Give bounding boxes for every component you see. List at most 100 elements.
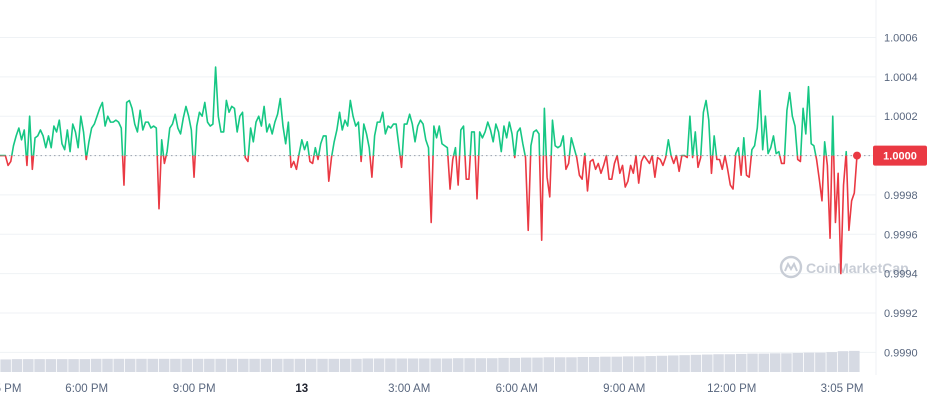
x-axis: 3:35 PM 6:00 PM 9:00 PM 13 3:00 AM 6:00 AM 9:0… [0, 383, 863, 395]
volume-bar [453, 358, 464, 372]
volume-bar [90, 358, 102, 372]
last-price-label-background [873, 145, 927, 166]
volume-bar [430, 358, 441, 372]
y-tick-label: 1.0002 [884, 111, 918, 123]
volume-bar [385, 358, 396, 372]
volume-bar [226, 358, 238, 372]
volume-bar [520, 357, 532, 372]
volume-bar [79, 359, 91, 372]
volume-bar [45, 359, 57, 372]
volume-bar [803, 352, 815, 372]
volume-bar [724, 354, 736, 372]
volume-bar [283, 358, 294, 372]
x-tick-label: 9:00 PM [173, 383, 216, 395]
volume-bar [56, 359, 68, 372]
volume-bar [645, 356, 656, 372]
volume-bar [23, 359, 34, 372]
x-tick-label: 13 [295, 383, 308, 395]
coinmarketcap-logo-icon [779, 255, 803, 279]
volume-bar [419, 358, 430, 372]
coinmarketcap-logo-wave [784, 261, 798, 272]
volume-bar [532, 357, 543, 372]
volume-bar [102, 358, 113, 372]
volume-bar [249, 358, 260, 372]
y-tick-label: 1.0006 [884, 33, 918, 45]
volume-bar [611, 356, 622, 372]
y-tick-label: 0.9990 [884, 347, 918, 359]
y-tick-label: 0.9998 [884, 190, 918, 202]
volume-bar [147, 358, 159, 372]
x-tick-label: 6:00 PM [65, 383, 108, 395]
volume-bar [815, 352, 826, 372]
watermark: CoinMarketCap [779, 255, 909, 279]
volume-bar [0, 359, 11, 372]
volume-bar [566, 357, 577, 372]
volume-bar [34, 359, 45, 372]
volume-bar [238, 358, 249, 372]
volume-bar [68, 359, 79, 372]
volume-bar [339, 358, 351, 372]
volume-bar [690, 354, 702, 372]
volume-bar [475, 358, 487, 372]
volume-bar [509, 357, 521, 372]
volume-bar [554, 357, 566, 372]
price-line-below-baseline [0, 155, 858, 275]
volume-bar [498, 357, 509, 372]
volume-bar [758, 353, 770, 372]
price-line-above-baseline [0, 66, 857, 156]
volume-bar [294, 358, 306, 372]
volume-bar [396, 358, 407, 372]
volume-bar [656, 355, 668, 372]
last-price-marker[interactable] [853, 151, 861, 160]
volume-bar [305, 358, 317, 372]
volume-bars [0, 350, 860, 372]
volume-bar [260, 358, 272, 372]
volume-bar [837, 351, 849, 372]
volume-bar [181, 358, 192, 372]
volume-bar [543, 357, 555, 372]
volume-bar [668, 355, 679, 372]
x-tick-label: 3:00 AM [388, 383, 430, 395]
last-price-label: 1.0000 [873, 145, 927, 166]
volume-bar [136, 358, 147, 372]
volume-bar [170, 358, 181, 372]
volume-bar [588, 356, 600, 372]
y-tick-label: 0.9996 [884, 229, 918, 241]
volume-bar [735, 353, 747, 372]
y-tick-label: 1.0004 [884, 72, 918, 84]
volume-bar [441, 358, 453, 372]
volume-bar [701, 354, 713, 372]
x-tick-label: 3:35 PM [0, 383, 21, 395]
y-tick-label: 0.9994 [884, 269, 918, 281]
volume-bar [679, 355, 690, 372]
x-tick-label: 12:00 PM [707, 383, 756, 395]
x-tick-label: 3:05 PM [821, 383, 864, 395]
volume-bar [11, 359, 23, 372]
volume-bar [124, 358, 136, 372]
volume-bar [362, 358, 374, 372]
volume-bar [622, 356, 634, 372]
x-tick-label: 6:00 AM [496, 383, 538, 395]
volume-bar [634, 356, 645, 372]
volume-bar [781, 353, 792, 372]
volume-bar [769, 353, 781, 372]
volume-bar [113, 358, 125, 372]
watermark-text: CoinMarketCap [806, 260, 909, 276]
volume-bar [407, 358, 419, 372]
grid-lines [0, 0, 877, 375]
volume-bar [713, 354, 724, 372]
y-tick-label: 0.9992 [884, 308, 918, 320]
volume-bar [747, 353, 758, 372]
y-axis: 1.0006 1.0004 1.0002 1.0000 0.9998 0.9996 0.99… [884, 33, 918, 360]
volume-bar [373, 358, 385, 372]
volume-bar [351, 358, 362, 372]
x-tick-label: 9:00 AM [603, 383, 645, 395]
volume-bar [271, 358, 283, 372]
volume-bar [600, 356, 611, 372]
volume-bar [192, 358, 204, 372]
volume-bar [204, 358, 215, 372]
volume-bar [486, 358, 498, 372]
volume-bar [317, 358, 328, 372]
